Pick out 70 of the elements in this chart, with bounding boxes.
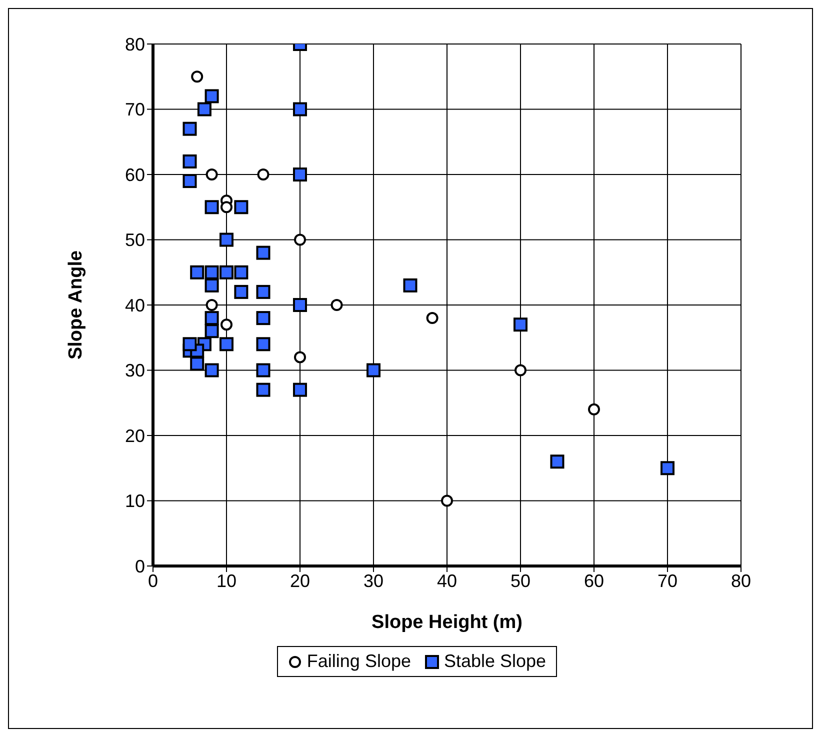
point xyxy=(256,382,270,397)
point xyxy=(514,318,528,332)
point xyxy=(660,461,674,476)
point xyxy=(197,102,212,116)
point xyxy=(550,454,564,469)
point xyxy=(256,284,270,299)
point xyxy=(366,363,380,378)
point xyxy=(256,311,270,326)
point xyxy=(204,311,219,326)
x-tick-label: 50 xyxy=(510,570,531,591)
x-tick-label: 70 xyxy=(657,570,678,591)
legend-label: Stable Slope xyxy=(444,651,546,672)
x-tick-label: 0 xyxy=(148,570,158,591)
point xyxy=(190,265,204,280)
y-tick-label: 50 xyxy=(124,230,145,250)
point xyxy=(182,154,197,168)
point xyxy=(234,265,248,280)
y-tick-label: 30 xyxy=(124,360,145,381)
point xyxy=(441,494,453,507)
point xyxy=(256,363,270,378)
y-tick-label: 80 xyxy=(124,34,145,54)
point xyxy=(294,234,306,246)
point xyxy=(204,363,219,378)
point xyxy=(182,174,197,188)
y-tick-label: 40 xyxy=(124,295,145,316)
point xyxy=(426,312,438,324)
x-tick-label: 40 xyxy=(436,570,458,591)
point xyxy=(204,324,219,338)
point xyxy=(206,299,218,311)
point xyxy=(206,168,218,180)
point xyxy=(204,265,219,280)
x-tick-label: 10 xyxy=(216,570,237,591)
x-axis-title: Slope Height (m) xyxy=(372,612,522,633)
point xyxy=(220,318,232,331)
point xyxy=(220,201,232,214)
point xyxy=(588,403,600,416)
point xyxy=(257,168,270,180)
y-tick-label: 10 xyxy=(124,491,145,512)
y-tick-label: 70 xyxy=(124,100,145,120)
point xyxy=(220,265,234,280)
legend-label: Failing Slope xyxy=(306,651,411,672)
point xyxy=(256,246,270,260)
point xyxy=(293,382,307,397)
y-tick-label: 20 xyxy=(124,426,145,446)
point xyxy=(293,168,307,182)
x-tick-label: 80 xyxy=(730,570,752,591)
point xyxy=(293,298,307,312)
point xyxy=(204,200,219,214)
point xyxy=(191,70,204,83)
point xyxy=(403,278,418,292)
point xyxy=(182,337,197,352)
point xyxy=(234,200,248,214)
point xyxy=(190,356,204,371)
x-tick-label: 60 xyxy=(584,570,604,591)
point xyxy=(204,278,219,292)
point xyxy=(256,337,270,352)
point xyxy=(234,284,248,299)
point xyxy=(330,299,343,311)
point xyxy=(220,232,234,247)
point xyxy=(514,364,526,376)
y-axis-title: Slope Angle xyxy=(66,250,87,360)
y-tick-label: 0 xyxy=(134,556,145,576)
x-tick-label: 30 xyxy=(363,570,384,591)
point xyxy=(182,122,197,136)
point xyxy=(294,351,306,364)
y-tick-label: 60 xyxy=(124,164,145,185)
point xyxy=(204,89,219,104)
point xyxy=(293,102,307,116)
x-tick-label: 20 xyxy=(290,570,310,591)
point xyxy=(220,337,234,352)
